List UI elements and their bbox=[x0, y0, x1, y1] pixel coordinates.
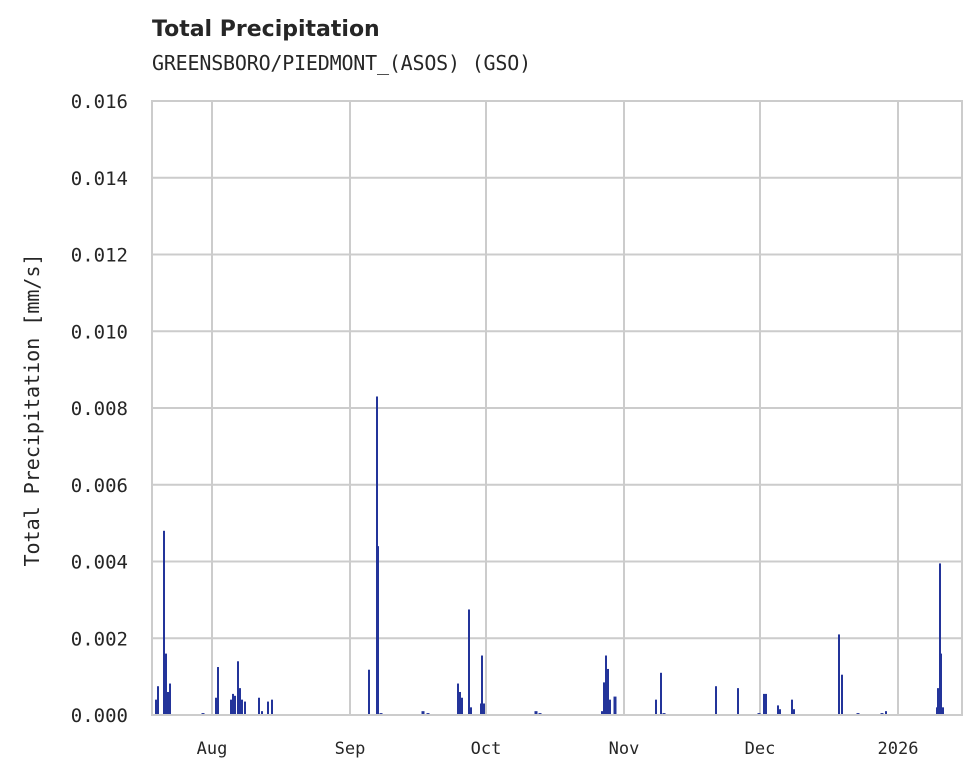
x-axis-ticks: Aug Sep Oct Nov Dec 2026 bbox=[197, 739, 919, 759]
precip-bar bbox=[267, 701, 269, 715]
precip-bar bbox=[765, 693, 767, 715]
precip-bar bbox=[607, 668, 609, 715]
precip-bar bbox=[234, 695, 236, 715]
precip-bar bbox=[737, 688, 739, 715]
x-tick-label: Oct bbox=[471, 739, 502, 759]
x-tick-label: 2026 bbox=[878, 739, 919, 759]
y-tick-label: 0.002 bbox=[71, 628, 128, 650]
precip-bar bbox=[165, 653, 167, 715]
precip-bar bbox=[237, 661, 239, 715]
precip-bar bbox=[613, 696, 617, 715]
precip-bar bbox=[468, 609, 470, 715]
precip-bar bbox=[838, 634, 840, 715]
precip-bar bbox=[601, 711, 603, 715]
y-tick-label: 0.016 bbox=[71, 91, 128, 113]
precip-bar bbox=[779, 709, 781, 715]
y-tick-label: 0.010 bbox=[71, 321, 128, 343]
precip-bar bbox=[605, 655, 607, 715]
precip-bar bbox=[217, 667, 219, 715]
precip-bar bbox=[655, 699, 657, 715]
precip-bar bbox=[459, 691, 461, 715]
y-tick-label: 0.006 bbox=[71, 475, 128, 497]
plot-frame bbox=[151, 100, 963, 716]
precip-bar bbox=[239, 688, 241, 715]
precip-bar bbox=[885, 711, 887, 715]
precip-bar bbox=[763, 693, 765, 715]
precip-bar bbox=[457, 683, 459, 715]
precip-bar bbox=[241, 699, 243, 715]
precip-bar bbox=[163, 530, 165, 715]
precip-bar bbox=[481, 655, 483, 715]
chart-title: Total Precipitation bbox=[152, 17, 380, 42]
precip-bar bbox=[368, 669, 370, 715]
y-tick-label: 0.012 bbox=[71, 245, 128, 267]
x-tick-label: Nov bbox=[609, 739, 640, 759]
grid-lines bbox=[152, 100, 962, 716]
precip-bar bbox=[603, 682, 605, 715]
precip-bar bbox=[937, 688, 939, 715]
precip-bar bbox=[230, 699, 232, 715]
y-tick-label: 0.014 bbox=[71, 168, 128, 190]
precip-bar bbox=[169, 683, 171, 715]
precip-bar bbox=[258, 697, 260, 715]
precip-bar bbox=[483, 703, 485, 715]
precip-bar bbox=[157, 686, 159, 715]
precip-bar bbox=[939, 563, 941, 715]
precip-bar bbox=[470, 707, 472, 715]
y-tick-label: 0.000 bbox=[71, 705, 128, 727]
chart-subtitle: GREENSBORO/PIEDMONT_(ASOS) (GSO) bbox=[152, 51, 531, 75]
precip-bar bbox=[715, 686, 717, 715]
precip-bar bbox=[841, 674, 843, 715]
precip-bar bbox=[791, 699, 793, 715]
precip-bar bbox=[461, 697, 463, 715]
precip-bar bbox=[940, 653, 942, 715]
precip-bar bbox=[244, 701, 246, 715]
precip-bar bbox=[215, 697, 217, 715]
precip-bar bbox=[660, 672, 662, 715]
precip-bar bbox=[534, 711, 538, 715]
precip-bar bbox=[609, 699, 611, 715]
precip-bar bbox=[942, 707, 944, 715]
precip-bar bbox=[777, 705, 779, 715]
precip-bar bbox=[793, 709, 795, 715]
precip-bar bbox=[271, 699, 273, 715]
precip-bar bbox=[377, 546, 379, 715]
y-axis-ticks: 0.000 0.002 0.004 0.006 0.008 0.010 0.012 0.014… bbox=[71, 91, 128, 727]
precip-bar bbox=[155, 699, 157, 715]
precipitation-bars bbox=[155, 396, 944, 715]
precip-bar bbox=[166, 691, 168, 715]
x-tick-label: Sep bbox=[335, 739, 366, 759]
precip-bar bbox=[421, 711, 425, 715]
precip-bar bbox=[232, 693, 234, 715]
x-tick-label: Dec bbox=[745, 739, 776, 759]
y-tick-label: 0.004 bbox=[71, 552, 128, 574]
x-tick-label: Aug bbox=[197, 739, 228, 759]
y-tick-label: 0.008 bbox=[71, 398, 128, 420]
precip-bar bbox=[261, 711, 263, 715]
